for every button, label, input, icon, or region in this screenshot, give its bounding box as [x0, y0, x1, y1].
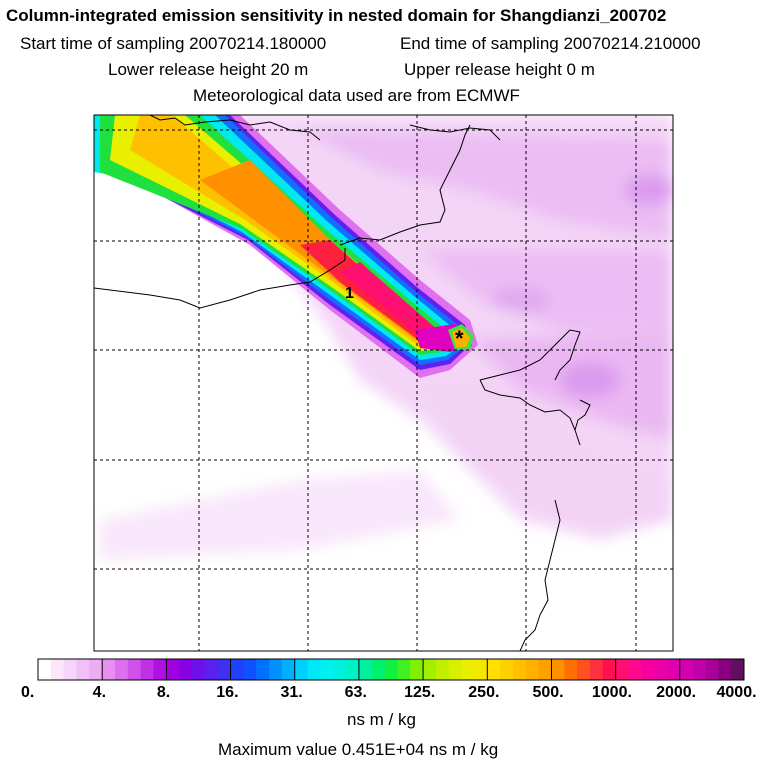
- colorbar-cell: [358, 659, 373, 680]
- colorbar-cell: [435, 659, 450, 680]
- colorbar-cell: [371, 659, 386, 680]
- colorbar-cell: [589, 659, 604, 680]
- colorbar-tick-label: 16.: [216, 684, 239, 701]
- colorbar-cell: [217, 659, 232, 680]
- colorbar-cell: [76, 659, 90, 680]
- colorbar-cell: [602, 659, 617, 680]
- colorbar-cell: [679, 659, 694, 680]
- colorbar-cell: [500, 659, 514, 680]
- colorbar-cell: [564, 659, 578, 680]
- colorbar-cell: [525, 659, 540, 680]
- colorbar-cell: [692, 659, 706, 680]
- colorbar-cell: [538, 659, 552, 680]
- end-time-label: End time of sampling 20070214.210000: [400, 34, 701, 53]
- coastlines: [94, 115, 591, 651]
- colorbar-cell: [666, 659, 681, 680]
- max-value-label: Maximum value 0.451E+04 ns m / kg: [218, 740, 499, 759]
- colorbar-cell: [63, 659, 78, 680]
- colorbar-units: ns m / kg: [347, 710, 416, 729]
- colorbar-cell: [153, 659, 167, 680]
- colorbar-cell: [127, 659, 142, 680]
- start-time-label: Start time of sampling 20070214.180000: [20, 34, 327, 53]
- colorbar-tick-label: 31.: [280, 684, 303, 701]
- colorbar-cell: [397, 659, 411, 680]
- colorbar-cell: [256, 659, 270, 680]
- colorbar-tick-label: 125.: [404, 684, 436, 701]
- colorbar-cell: [474, 659, 488, 680]
- colorbar-tick-label: 500.: [532, 684, 564, 701]
- colorbar-tick-label: 4.: [92, 684, 107, 701]
- colorbar-cell: [230, 659, 244, 680]
- colorbar-cell: [269, 659, 283, 680]
- colorbar-cell: [38, 659, 52, 680]
- colorbar-cell: [705, 659, 719, 680]
- colorbar-cell: [384, 659, 398, 680]
- colorbar: [37, 658, 745, 681]
- colorbar-cell: [346, 659, 360, 680]
- colorbar-tick-label: 4000.: [716, 684, 757, 701]
- lower-release-label: Lower release height 20 m: [108, 60, 309, 79]
- colorbar-cell: [551, 659, 565, 680]
- colorbar-cell: [718, 659, 732, 680]
- colorbar-cell: [423, 659, 437, 680]
- colorbar-cell: [243, 659, 257, 680]
- colorbar-cell: [102, 659, 116, 680]
- colorbar-cell: [448, 659, 463, 680]
- colorbar-tick-label: 1000.: [591, 684, 632, 701]
- plume: [94, 115, 478, 378]
- colorbar-cell: [628, 659, 642, 680]
- colorbar-cell: [281, 659, 296, 680]
- colorbar-cell: [179, 659, 193, 680]
- upper-release-label: Upper release height 0 m: [404, 60, 595, 79]
- colorbar-cell: [204, 659, 219, 680]
- plume-label: 1: [345, 285, 354, 302]
- colorbar-frame: [37, 658, 745, 681]
- colorbar-cell: [294, 659, 309, 680]
- colorbar-cell: [307, 659, 321, 680]
- colorbar-cell: [410, 659, 424, 680]
- colorbar-cell: [333, 659, 347, 680]
- colorbar-cell: [140, 659, 155, 680]
- receptor-marker: *: [455, 326, 464, 351]
- colorbar-cell: [461, 659, 475, 680]
- colorbar-cell: [320, 659, 334, 680]
- colorbar-cell: [577, 659, 591, 680]
- colorbar-cell: [654, 659, 668, 680]
- colorbar-cell: [50, 659, 65, 680]
- colorbar-cell: [641, 659, 655, 680]
- colorbar-cell: [192, 659, 206, 680]
- colorbar-cell: [115, 659, 129, 680]
- colorbar-tick-label: 250.: [468, 684, 500, 701]
- colorbar-cell: [512, 659, 527, 680]
- met-data-label: Meteorological data used are from ECMWF: [193, 86, 520, 105]
- colorbar-cell: [166, 659, 180, 680]
- colorbar-tick-label: 2000.: [656, 684, 697, 701]
- grid-lines: [94, 115, 673, 651]
- colorbar-tick-label: 8.: [156, 684, 171, 701]
- map-frame: [93, 114, 674, 652]
- colorbar-cell: [615, 659, 629, 680]
- colorbar-cell: [487, 659, 501, 680]
- colorbar-cell: [89, 659, 103, 680]
- colorbar-cell: [731, 659, 745, 680]
- colorbar-tick-label: 63.: [344, 684, 367, 701]
- colorbar-tick-label: 0.: [21, 684, 35, 701]
- chart-title: Column-integrated emission sensitivity i…: [6, 6, 667, 25]
